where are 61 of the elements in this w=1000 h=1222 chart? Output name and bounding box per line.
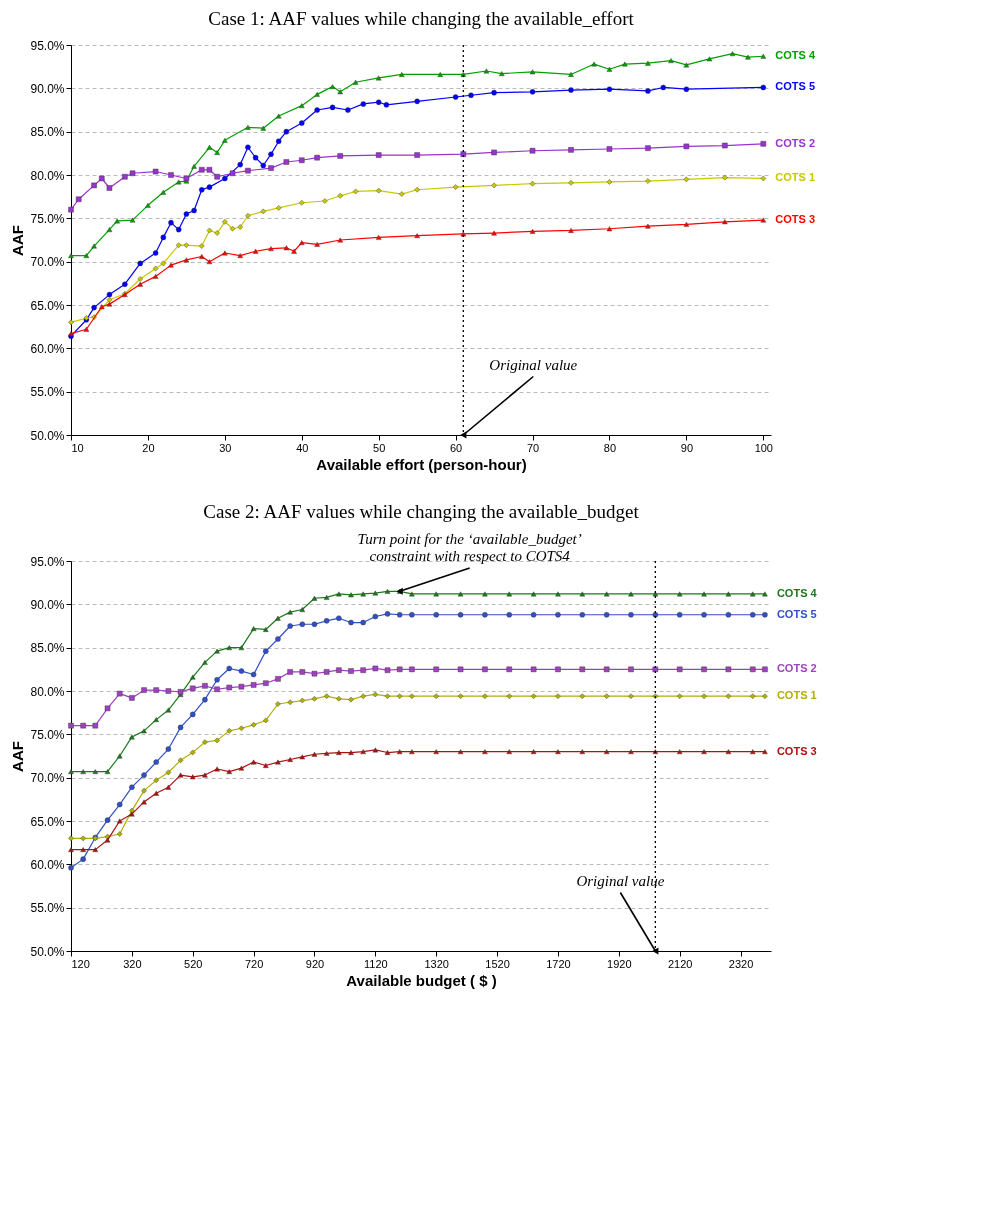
x-tick-label: 1120	[364, 957, 388, 970]
x-tick-label: 100	[754, 441, 773, 454]
y-tick-label: 85.0%	[30, 641, 65, 656]
series-label: COTS 2	[776, 662, 817, 675]
x-axis-title: Available budget ( $ )	[346, 971, 497, 989]
series-label: COTS 3	[776, 744, 817, 757]
y-tick-label: 80.0%	[30, 168, 65, 183]
y-tick-label: 90.0%	[30, 81, 65, 96]
x-tick-label: 1720	[546, 957, 571, 970]
y-tick-label: 65.0%	[30, 814, 65, 829]
y-tick-label: 70.0%	[30, 771, 65, 786]
chart-title: Case 1: AAF values while changing the available_effort	[208, 8, 635, 29]
series-label: COTS 4	[775, 49, 816, 62]
x-tick-label: 1920	[607, 957, 632, 970]
series-label: COTS 3	[775, 213, 816, 226]
y-tick-label: 80.0%	[30, 684, 65, 699]
y-tick-label: 60.0%	[30, 341, 65, 356]
x-tick-label: 920	[305, 957, 325, 970]
series-label: COTS 4	[776, 586, 818, 599]
x-tick-label: 80	[603, 441, 617, 454]
y-tick-label: 90.0%	[30, 597, 65, 612]
series-label: COTS 2	[775, 136, 816, 149]
x-tick-label: 1320	[424, 957, 449, 970]
x-tick-label: 10	[71, 441, 84, 454]
series-label: COTS 5	[776, 607, 817, 620]
x-tick-label: 1520	[485, 957, 510, 970]
x-tick-label: 30	[219, 441, 232, 454]
y-axis-title: AAF	[9, 225, 27, 256]
x-tick-label: 2120	[667, 957, 693, 970]
y-tick-label: 50.0%	[30, 944, 65, 959]
x-tick-label: 40	[296, 441, 309, 454]
x-tick-label: 520	[184, 957, 203, 970]
x-tick-label: 320	[123, 957, 142, 970]
x-axis-title: Available effort (person-hour)	[316, 455, 527, 473]
series-label: COTS 1	[775, 171, 816, 184]
y-tick-label: 65.0%	[30, 298, 65, 313]
x-tick-label: 2320	[728, 957, 754, 970]
chart-title: Case 2: AAF values while changing the available_budget	[203, 500, 640, 522]
x-tick-label: 60	[449, 441, 463, 454]
y-tick-label: 95.0%	[30, 554, 65, 569]
x-tick-label: 50	[373, 441, 386, 454]
annotation: Turn point for the ‘available_budget’ constraint with respect to COTS4	[357, 530, 582, 564]
annotation: Original value	[576, 872, 665, 889]
series-label: COTS 5	[775, 80, 816, 93]
x-tick-label: 90	[680, 441, 694, 454]
x-tick-label: 70	[526, 441, 540, 454]
y-tick-label: 55.0%	[30, 901, 65, 916]
x-tick-label: 20	[142, 441, 155, 454]
series-label: COTS 1	[776, 689, 817, 702]
y-tick-label: 85.0%	[30, 125, 65, 140]
y-tick-label: 55.0%	[30, 385, 65, 400]
x-tick-label: 120	[71, 957, 90, 970]
x-tick-label: 720	[244, 957, 264, 970]
y-tick-label: 95.0%	[30, 38, 65, 53]
annotation: Original value	[489, 356, 578, 373]
y-tick-label: 60.0%	[30, 857, 65, 872]
y-tick-label: 75.0%	[30, 727, 65, 742]
y-tick-label: 70.0%	[30, 255, 65, 270]
y-tick-label: 50.0%	[30, 428, 65, 443]
y-axis-title: AAF	[9, 741, 27, 772]
y-tick-label: 75.0%	[30, 211, 65, 226]
